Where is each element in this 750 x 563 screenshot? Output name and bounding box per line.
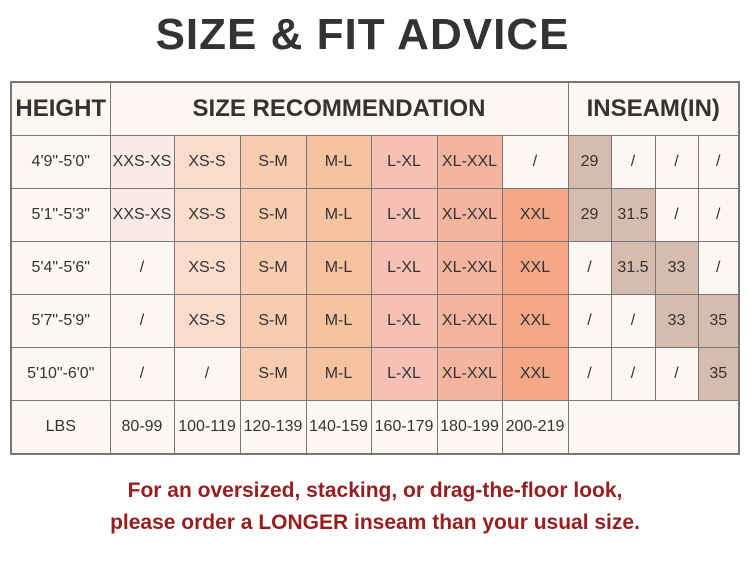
inseam-cell: /	[697, 188, 740, 242]
inseam-cell: /	[654, 188, 699, 242]
size-chart-table: HEIGHT SIZE RECOMMENDATION INSEAM(IN) 4'…	[10, 81, 740, 455]
inseam-cell: /	[697, 135, 740, 189]
size-cell: L-XL	[370, 347, 438, 401]
size-cell: S-M	[239, 135, 307, 189]
table-row: 5'1"-5'3" XXS-XS XS-S S-M M-L L-XL XL-XXL XXL 29…	[10, 188, 740, 242]
inseam-cell: 33	[654, 294, 699, 348]
size-cell: L-XL	[370, 294, 438, 348]
table-row: 5'7"-5'9" / XS-S S-M M-L L-XL XL-XXL XXL //33 35	[10, 294, 740, 348]
size-cell: XXL	[501, 241, 569, 295]
size-cell: XL-XXL	[436, 241, 503, 295]
inseam-cell: /	[654, 347, 699, 401]
size-cell: XXS-XS	[109, 135, 175, 189]
inseam-cell: /	[567, 294, 612, 348]
size-cell: L-XL	[370, 241, 438, 295]
size-cell: /	[173, 347, 241, 401]
size-cell: /	[109, 241, 175, 295]
size-cell: XS-S	[173, 294, 241, 348]
table-row: 4'9"-5'0" XXS-XS XS-S S-M M-L L-XL XL-XXL/29//…	[10, 135, 740, 189]
inseam-cell: /	[567, 347, 612, 401]
size-cell: M-L	[305, 241, 372, 295]
size-cell: S-M	[239, 347, 307, 401]
inseam-cell: 31.5	[610, 188, 656, 242]
inseam-cell: /	[610, 294, 656, 348]
lbs-cell: 100-119	[173, 400, 241, 455]
size-cell: XS-S	[173, 135, 241, 189]
inseam-cell: 35	[697, 347, 740, 401]
lbs-cell: 80-99	[109, 400, 175, 455]
table-row: 5'10"-6'0" / / S-M M-L L-XL XL-XXL XXL / //35	[10, 347, 740, 401]
size-cell: XXS-XS	[109, 188, 175, 242]
inseam-cell: 35	[697, 294, 740, 348]
fit-note-line-1: For an oversized, stacking, or drag-the-…	[127, 479, 623, 502]
table-row: 5'4"-5'6" / XS-S S-M M-L L-XL XL-XXL XXL/31.5 33…	[10, 241, 740, 295]
inseam-cell: 31.5	[610, 241, 656, 295]
inseam-cell: /	[654, 135, 699, 189]
inseam-cell: /	[610, 347, 656, 401]
size-cell: /	[109, 294, 175, 348]
inseam-cell: 29	[567, 188, 612, 242]
size-cell: M-L	[305, 188, 372, 242]
page-title: SIZE & FIT ADVICE	[155, 10, 570, 59]
size-cell: L-XL	[370, 135, 438, 189]
lbs-cell: 200-219	[501, 400, 569, 455]
lbs-row: LBS 80-99 100-119 120-139 140-159 160-179 180-…	[10, 400, 740, 455]
size-cell: XXL	[501, 294, 569, 348]
size-cell: XXL	[501, 188, 569, 242]
fit-note-line-2: please order a LONGER inseam than your u…	[110, 511, 640, 534]
size-cell: /	[109, 347, 175, 401]
height-cell: 5'7"-5'9"	[10, 294, 111, 348]
size-cell: S-M	[239, 294, 307, 348]
size-cell: XS-S	[173, 241, 241, 295]
size-cell: XXL	[501, 347, 569, 401]
inseam-cell: 33	[654, 241, 699, 295]
height-cell: 4'9"-5'0"	[10, 135, 111, 189]
size-cell: S-M	[239, 188, 307, 242]
size-cell: XL-XXL	[436, 294, 503, 348]
header-row: HEIGHT SIZE RECOMMENDATION INSEAM(IN)	[10, 81, 740, 136]
size-cell: M-L	[305, 135, 372, 189]
lbs-label: LBS	[10, 400, 111, 455]
lbs-cell: 120-139	[239, 400, 307, 455]
lbs-cell: 140-159	[305, 400, 372, 455]
height-cell: 5'1"-5'3"	[10, 188, 111, 242]
header-height: HEIGHT	[10, 81, 111, 136]
lbs-cell: 180-199	[436, 400, 503, 455]
size-cell: XL-XXL	[436, 188, 503, 242]
lbs-blank-cell	[567, 400, 740, 455]
header-inseam: INSEAM(IN)	[567, 81, 740, 136]
height-cell: 5'4"-5'6"	[10, 241, 111, 295]
lbs-cell: 160-179	[370, 400, 438, 455]
size-cell: M-L	[305, 347, 372, 401]
size-cell: M-L	[305, 294, 372, 348]
fit-note: For an oversized, stacking, or drag-the-…	[0, 475, 750, 539]
inseam-cell: /	[567, 241, 612, 295]
header-size-recommendation: SIZE RECOMMENDATION	[109, 81, 569, 136]
height-cell: 5'10"-6'0"	[10, 347, 111, 401]
size-cell: XS-S	[173, 188, 241, 242]
size-cell: /	[501, 135, 569, 189]
inseam-cell: /	[610, 135, 656, 189]
size-cell: XL-XXL	[436, 347, 503, 401]
size-cell: L-XL	[370, 188, 438, 242]
inseam-cell: /	[697, 241, 740, 295]
size-cell: XL-XXL	[436, 135, 503, 189]
inseam-cell: 29	[567, 135, 612, 189]
size-cell: S-M	[239, 241, 307, 295]
